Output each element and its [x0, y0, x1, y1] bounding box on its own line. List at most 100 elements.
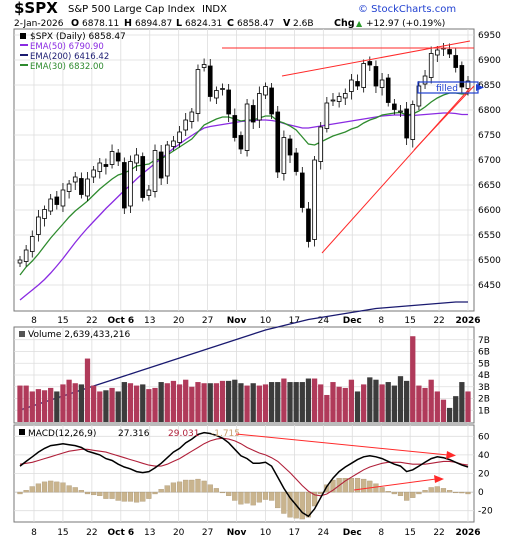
- macd-histogram-bar: [330, 479, 336, 493]
- volume-y-tick: 7B: [478, 336, 490, 346]
- macd-histogram-bar: [269, 491, 275, 501]
- price-candle: [171, 140, 176, 147]
- price-candle: [404, 108, 409, 139]
- macd-histogram-bar: [72, 487, 78, 493]
- volume-bar: [84, 358, 91, 422]
- macd-histogram-bar: [434, 486, 440, 493]
- volume-bar: [446, 407, 453, 422]
- price-candle: [336, 96, 342, 102]
- ema30-line: [19, 92, 468, 276]
- volume-bar: [299, 382, 305, 422]
- volume-bar: [164, 383, 170, 422]
- x-tick-label: 15: [57, 316, 68, 326]
- volume-y-tick: 4B: [478, 371, 490, 381]
- macd-histogram-bar: [133, 491, 140, 503]
- macd-histogram-bar: [54, 481, 60, 493]
- macd-divergence-line: [235, 433, 449, 456]
- x-tick-label: 15: [404, 316, 415, 326]
- macd-histogram-bar: [152, 491, 158, 495]
- macd-histogram-bar: [115, 491, 121, 501]
- price-candle: [152, 150, 158, 192]
- price-candle: [257, 93, 262, 121]
- macd-histogram-bar: [127, 491, 134, 502]
- macd-histogram-bar: [41, 481, 48, 493]
- volume-label: V: [283, 18, 291, 29]
- price-candle: [214, 90, 219, 99]
- macd-histogram-bar: [97, 491, 103, 496]
- x-tick-label-bottom: Nov: [227, 528, 247, 538]
- volume-bar: [440, 399, 447, 422]
- macd-histogram-bar: [23, 490, 29, 493]
- candle-legend-icon: [20, 33, 26, 39]
- x-tick-label-bottom: 20: [173, 528, 185, 538]
- price-candle: [97, 162, 103, 172]
- price-candle: [263, 86, 268, 96]
- price-candle: [287, 138, 293, 156]
- trendlines: [222, 40, 475, 254]
- volume-bar: [97, 391, 103, 422]
- price-candle: [122, 162, 127, 209]
- x-axis-layer: 8 8 15 15 22 22 Oct 6 Oct 6 13 13 20 20 27 27 Nov Nov 10…: [31, 316, 480, 538]
- macd-histogram-bar: [453, 491, 459, 494]
- macd-histogram-bar: [281, 491, 287, 514]
- macd-histogram-bar: [275, 491, 281, 509]
- volume-bar: [115, 391, 121, 422]
- x-tick-label: 22: [86, 316, 97, 326]
- price-candle: [109, 151, 115, 165]
- macd-histogram-bar: [109, 491, 115, 499]
- macd-histogram-bar: [78, 490, 84, 493]
- price-candle: [318, 126, 324, 162]
- price-candle: [164, 144, 170, 177]
- price-candle: [367, 61, 373, 66]
- ema50-line: [19, 112, 468, 301]
- x-tick-label-bottom: 10: [260, 528, 272, 538]
- macd-histogram-bar: [262, 491, 269, 500]
- macd-histogram-bar: [195, 478, 201, 493]
- price-candle: [422, 75, 428, 85]
- x-tick-label: 2026: [455, 316, 480, 326]
- macd-histogram-bar: [29, 486, 35, 493]
- macd-histogram-bar: [373, 483, 379, 493]
- volume-bar: [66, 379, 72, 422]
- index-name: S&P 500 Large Cap Index: [68, 4, 195, 15]
- macd-histogram-bar: [207, 484, 213, 493]
- volume-bar: [238, 383, 244, 422]
- volume-bar: [195, 382, 201, 422]
- open-value: 6878.11: [82, 19, 119, 29]
- macd-histogram-bar: [416, 491, 422, 495]
- price-candle: [361, 63, 366, 88]
- x-tick-label: Oct 6: [107, 316, 134, 326]
- macd-histogram-bar: [121, 491, 127, 502]
- price-candle: [29, 236, 35, 252]
- macd-rising-arrow-icon: [434, 475, 444, 483]
- price-y-tick: 6550: [478, 231, 501, 241]
- macd-histogram-bar: [17, 491, 23, 495]
- price-candle: [244, 103, 250, 151]
- volume-bar: [176, 384, 183, 422]
- open-label: O: [71, 18, 79, 29]
- price-candle: [312, 159, 317, 240]
- macd-layer: [17, 431, 471, 520]
- ema50-legend-swatch: [20, 44, 28, 46]
- x-tick-label-bottom: 24: [318, 528, 330, 538]
- volume-y-tick: 6B: [478, 348, 490, 358]
- price-candle: [17, 259, 23, 264]
- gap-annotation-label: filled: [436, 84, 458, 94]
- volume-y-tick: 2B: [478, 395, 490, 405]
- low-label: L: [176, 18, 182, 29]
- macd-histogram-bar: [299, 491, 305, 520]
- price-candle: [23, 249, 29, 262]
- macd-signal-value: 29.031: [168, 429, 200, 439]
- macd-histogram-bar: [465, 491, 471, 495]
- macd-histogram-bar: [189, 479, 195, 493]
- macd-histogram-bar: [35, 483, 42, 493]
- macd-histogram-bar: [287, 491, 293, 518]
- macd-legend-icon: [19, 429, 25, 435]
- x-tick-label-bottom: 27: [202, 528, 213, 538]
- macd-histogram-bar: [311, 491, 318, 507]
- macd-signal-line: [19, 437, 469, 497]
- volume-bar: [103, 390, 109, 422]
- macd-hist-value: -1.715: [211, 429, 240, 439]
- high-label: H: [124, 18, 132, 29]
